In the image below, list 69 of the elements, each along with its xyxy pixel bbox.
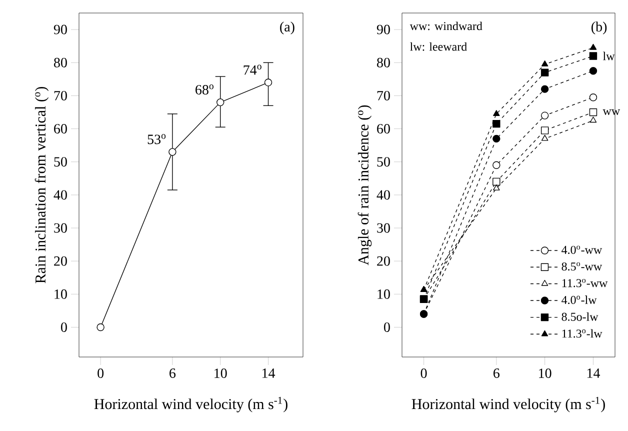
point [264, 78, 272, 86]
point [589, 108, 598, 116]
annotation: lw [602, 52, 615, 60]
annotation: (a) [280, 22, 294, 34]
y-tick-label: 10 [378, 289, 390, 299]
y-tick-label: 30 [54, 223, 67, 233]
data-label: 53$^{o}$ [148, 134, 166, 144]
point [216, 98, 224, 106]
y-tick-label: 80 [54, 58, 67, 68]
legend-label: 8.5$^{o}$-ww [562, 262, 602, 271]
point [590, 116, 597, 123]
y-tick-label: 90 [376, 24, 390, 34]
point [540, 126, 549, 134]
x-tick-label: 14 [262, 368, 276, 378]
legend-label: 11.3$^{o}$-lw [562, 329, 602, 338]
y-tick-label: 60 [54, 124, 67, 134]
point [492, 178, 500, 186]
x-tick-label: 6 [170, 368, 176, 378]
y-tick-label: 50 [54, 157, 67, 167]
x-tick-label: 10 [539, 368, 552, 378]
point [540, 68, 549, 76]
point [541, 134, 548, 141]
y-tick-label: 40 [376, 190, 390, 200]
y-tick-label: 70 [54, 90, 67, 100]
y-tick-label: 80 [377, 58, 390, 68]
point [492, 134, 500, 143]
y-tick-label: 50 [377, 157, 390, 167]
y-tick-label: 30 [377, 223, 390, 233]
point [590, 44, 597, 50]
y-tick-label: 90 [54, 24, 67, 34]
x-tick-label: 10 [214, 368, 227, 378]
point [540, 112, 549, 120]
point [589, 52, 598, 60]
x-axis-title: Horizontal wind velocity (m s$^{-1}$) [94, 396, 288, 412]
annotation: ww [602, 109, 620, 116]
annotation: ww: windward [410, 22, 482, 30]
x-axis-title: Horizontal wind velocity (m s$^{-1}$) [412, 396, 605, 412]
y-tick-label: 20 [54, 256, 67, 266]
data-label: 74$^{o}$ [244, 64, 262, 75]
x-tick-label: 14 [587, 368, 600, 378]
y-tick-label: 40 [54, 190, 67, 200]
point [541, 60, 548, 66]
y-tick-label: 10 [54, 289, 67, 299]
point [168, 148, 176, 156]
point [96, 323, 104, 332]
point [589, 93, 598, 102]
y-axis-title: Angle of rain incidence ($^{o}$) [358, 105, 372, 266]
point [589, 67, 598, 75]
y-tick-label: 0 [61, 322, 67, 332]
point [492, 120, 500, 128]
annotation: lw: leeward [410, 42, 467, 51]
point [540, 85, 549, 93]
point [492, 161, 500, 170]
point [493, 110, 500, 116]
y-tick-label: 0 [384, 322, 390, 332]
y-axis-title: Rain inclination from vertical ($^{o}$) [34, 86, 49, 284]
data-label: 68$^{o}$ [196, 84, 214, 94]
y-tick-label: 60 [377, 124, 390, 134]
x-tick-label: 0 [98, 368, 104, 378]
legend-label: 4.0$^{o}$-lw [562, 296, 597, 304]
point [493, 184, 500, 190]
legend-label: 11.3$^{o}$-ww [562, 278, 608, 288]
legend-label: 4.0$^{o}$-ww [562, 246, 602, 254]
legend-label: 8.5o-lw [562, 312, 598, 321]
x-tick-label: 0 [420, 368, 427, 378]
y-tick-label: 20 [377, 256, 390, 266]
x-tick-label: 6 [494, 368, 500, 378]
annotation: (b) [592, 22, 607, 34]
y-tick-label: 70 [377, 90, 390, 100]
